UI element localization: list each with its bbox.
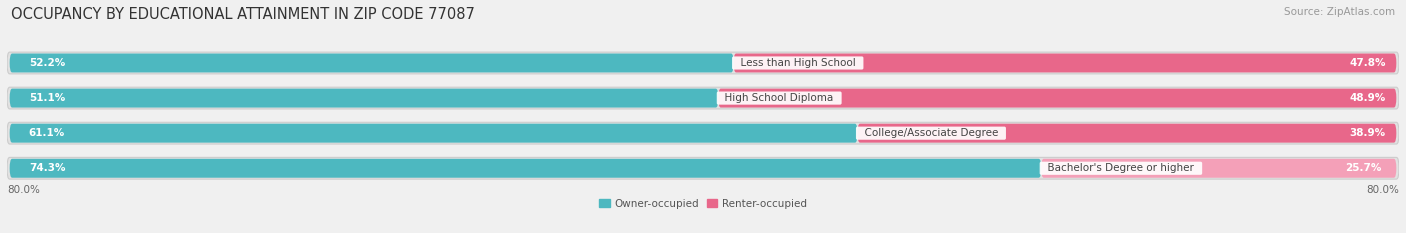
- Text: OCCUPANCY BY EDUCATIONAL ATTAINMENT IN ZIP CODE 77087: OCCUPANCY BY EDUCATIONAL ATTAINMENT IN Z…: [11, 7, 475, 22]
- Text: 80.0%: 80.0%: [7, 185, 39, 195]
- Text: 52.2%: 52.2%: [28, 58, 65, 68]
- Text: 48.9%: 48.9%: [1350, 93, 1386, 103]
- Text: 51.1%: 51.1%: [28, 93, 65, 103]
- FancyBboxPatch shape: [718, 89, 1396, 108]
- Text: 74.3%: 74.3%: [28, 163, 65, 173]
- Text: 80.0%: 80.0%: [1367, 185, 1399, 195]
- Text: Source: ZipAtlas.com: Source: ZipAtlas.com: [1284, 7, 1395, 17]
- FancyBboxPatch shape: [10, 89, 718, 108]
- Text: High School Diploma: High School Diploma: [718, 93, 839, 103]
- FancyBboxPatch shape: [7, 122, 1399, 144]
- FancyBboxPatch shape: [10, 54, 734, 72]
- FancyBboxPatch shape: [7, 87, 1399, 109]
- Text: College/Associate Degree: College/Associate Degree: [858, 128, 1004, 138]
- FancyBboxPatch shape: [10, 159, 1042, 178]
- FancyBboxPatch shape: [1042, 159, 1396, 178]
- Text: 25.7%: 25.7%: [1346, 163, 1382, 173]
- Legend: Owner-occupied, Renter-occupied: Owner-occupied, Renter-occupied: [595, 194, 811, 213]
- Text: Less than High School: Less than High School: [734, 58, 862, 68]
- FancyBboxPatch shape: [10, 124, 858, 143]
- Text: 38.9%: 38.9%: [1350, 128, 1386, 138]
- Text: 47.8%: 47.8%: [1350, 58, 1386, 68]
- Text: Bachelor's Degree or higher: Bachelor's Degree or higher: [1042, 163, 1201, 173]
- Text: 61.1%: 61.1%: [28, 128, 65, 138]
- FancyBboxPatch shape: [7, 52, 1399, 74]
- FancyBboxPatch shape: [7, 157, 1399, 179]
- FancyBboxPatch shape: [734, 54, 1396, 72]
- FancyBboxPatch shape: [858, 124, 1396, 143]
